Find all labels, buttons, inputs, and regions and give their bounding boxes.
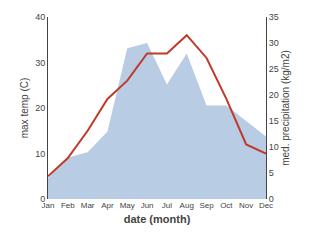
svg-text:30: 30 (269, 38, 279, 48)
svg-text:date (month): date (month) (124, 213, 191, 225)
svg-text:max temp (C): max temp (C) (19, 78, 30, 139)
svg-text:5: 5 (269, 168, 274, 178)
svg-text:20: 20 (35, 103, 45, 113)
svg-text:Jun: Jun (141, 201, 154, 210)
svg-text:Dec: Dec (259, 201, 273, 210)
svg-text:med. precipitation (kg/m2): med. precipitation (kg/m2) (280, 50, 291, 166)
svg-text:15: 15 (269, 116, 279, 126)
svg-text:10: 10 (35, 149, 45, 159)
svg-text:Jul: Jul (162, 201, 172, 210)
svg-text:Sep: Sep (199, 201, 214, 210)
svg-text:Nov: Nov (239, 201, 253, 210)
svg-text:0: 0 (269, 194, 274, 204)
svg-text:Oct: Oct (220, 201, 233, 210)
svg-text:30: 30 (35, 58, 45, 68)
svg-text:Apr: Apr (101, 201, 114, 210)
svg-text:Feb: Feb (61, 201, 75, 210)
svg-text:40: 40 (35, 12, 45, 22)
svg-text:Jan: Jan (42, 201, 55, 210)
svg-text:10: 10 (269, 142, 279, 152)
svg-text:20: 20 (269, 90, 279, 100)
svg-text:Mar: Mar (81, 201, 95, 210)
svg-text:Aug: Aug (180, 201, 194, 210)
svg-text:0: 0 (40, 194, 45, 204)
svg-text:35: 35 (269, 12, 279, 22)
svg-text:May: May (120, 201, 135, 210)
svg-text:25: 25 (269, 64, 279, 74)
